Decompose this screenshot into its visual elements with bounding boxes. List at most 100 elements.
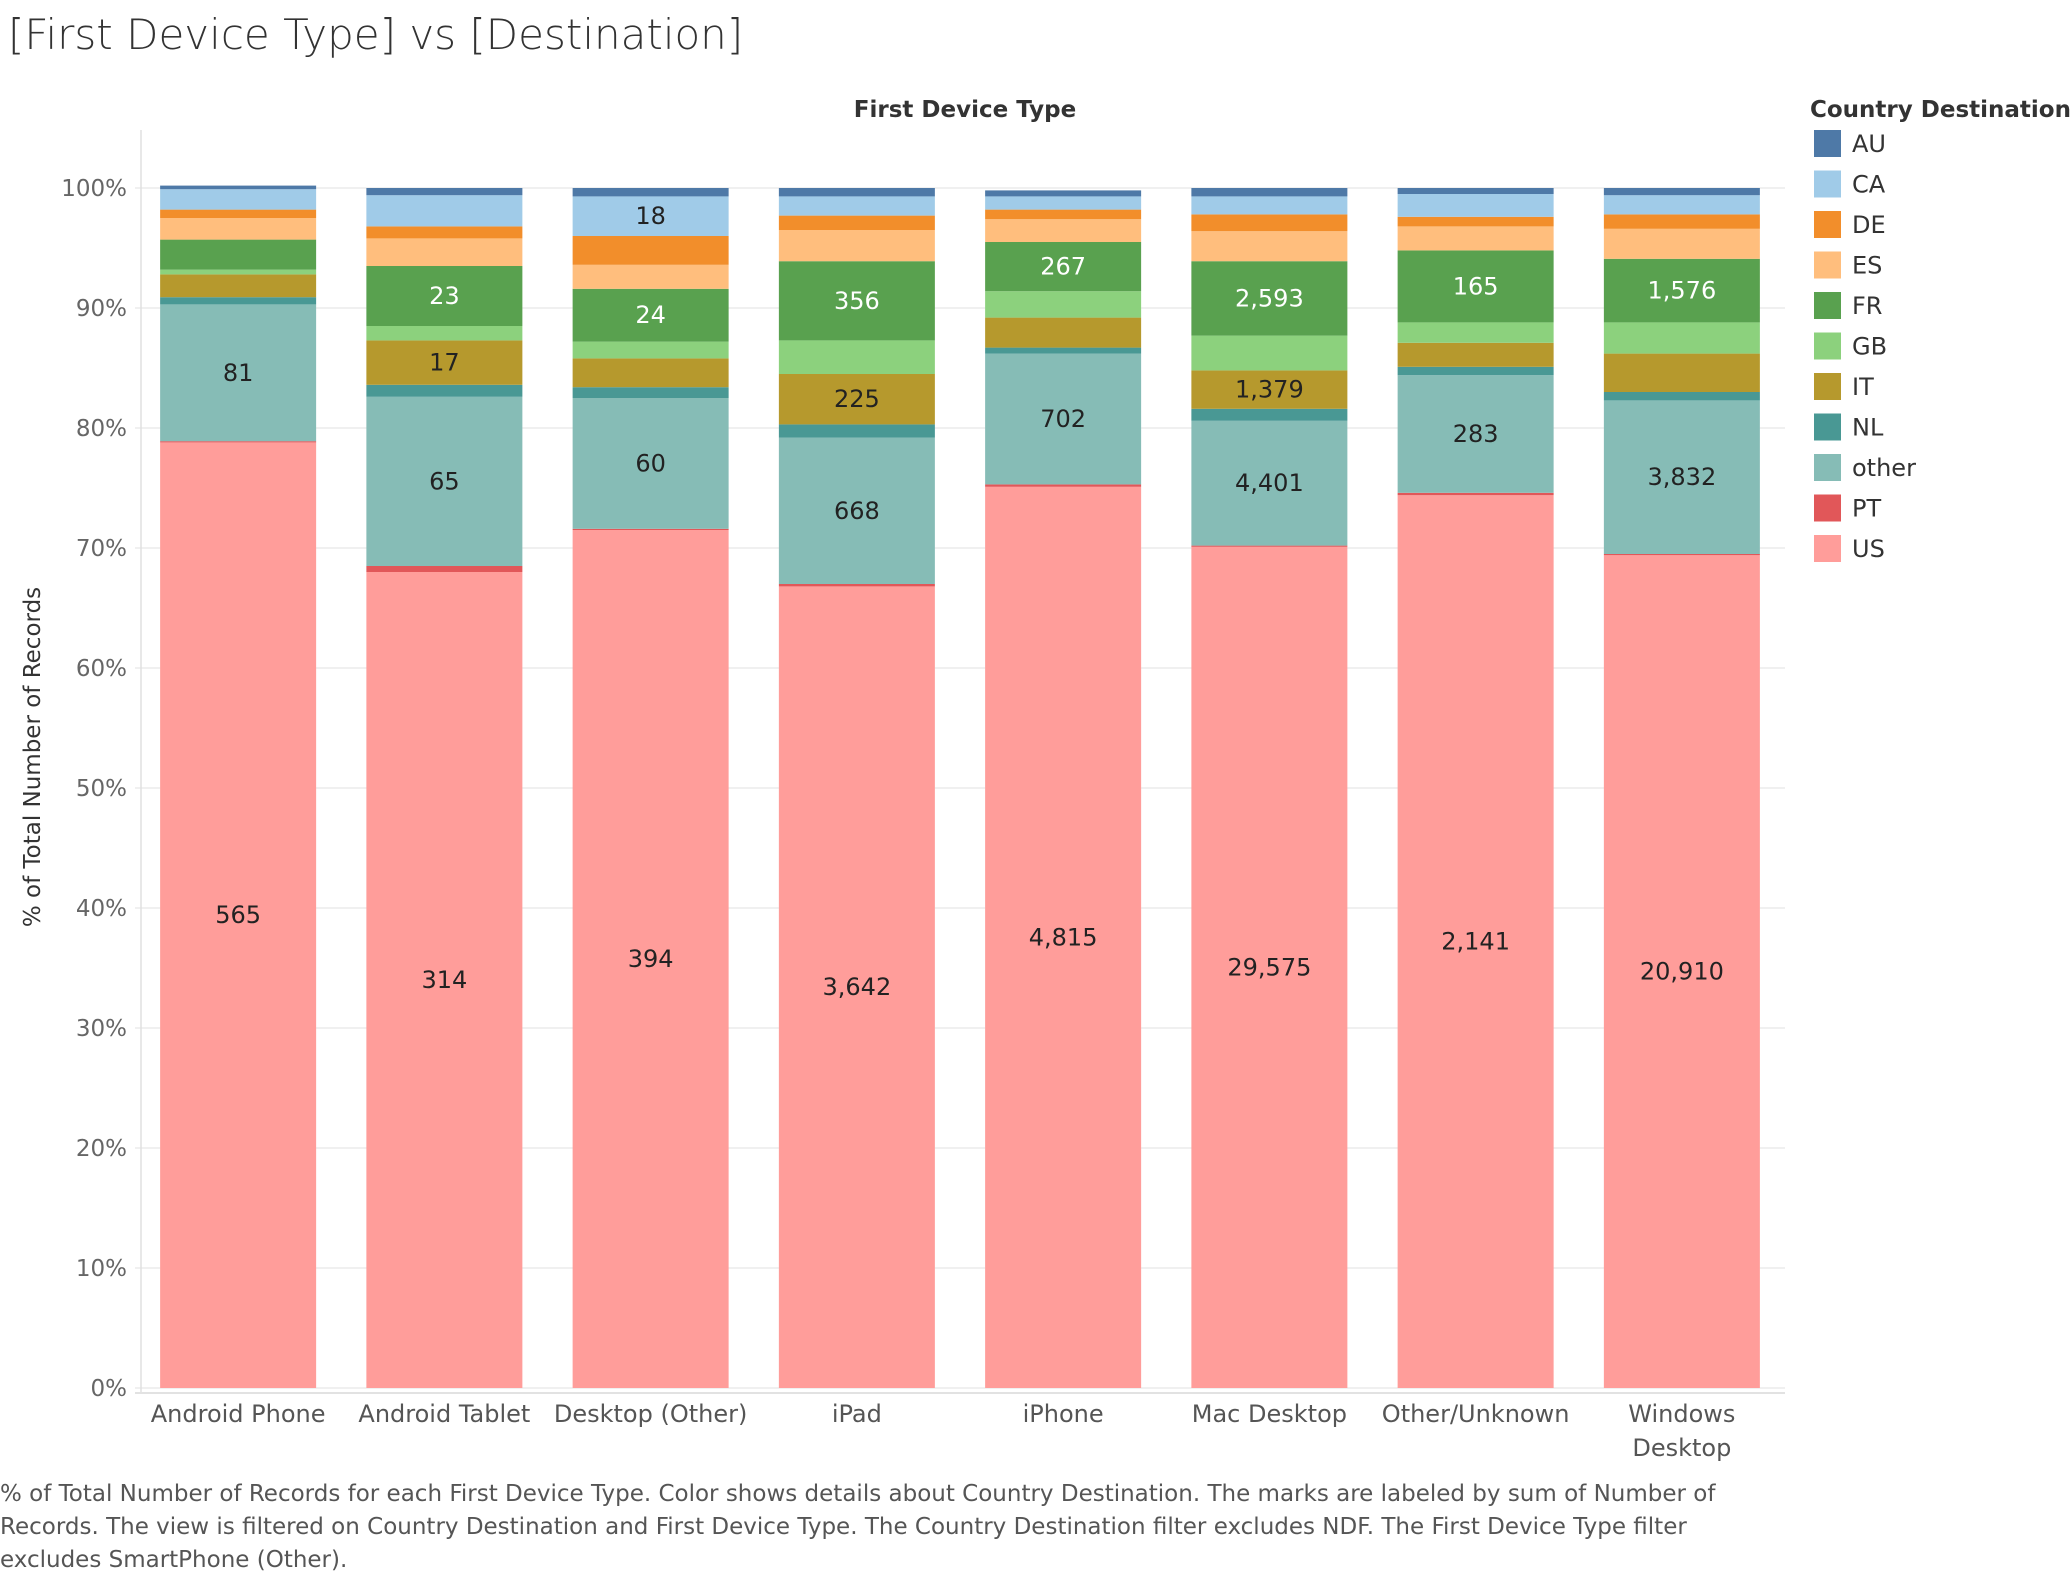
legend-swatch-us[interactable] [1814,535,1841,562]
legend-swatch-au[interactable] [1814,130,1841,157]
legend-label[interactable]: AU [1852,130,1886,158]
bar-segment-desktop-other-it[interactable] [572,358,729,388]
bar-segment-mac-desktop-other[interactable] [1191,420,1348,546]
bar-segment-desktop-other-pt[interactable] [572,528,729,530]
legend-label[interactable]: US [1852,535,1885,563]
bar-segment-ipad-fr[interactable] [778,261,935,341]
bar-segment-desktop-other-de[interactable] [572,236,729,265]
bar-segment-other-unknown-it[interactable] [1397,342,1554,367]
bar-segment-iphone-de[interactable] [985,209,1142,220]
bar-segment-android-tablet-de[interactable] [366,226,523,239]
legend-label[interactable]: other [1852,454,1916,482]
bar-segment-android-tablet-au[interactable] [366,188,523,196]
bar-segment-desktop-other-other[interactable] [572,398,729,529]
bar-segment-windows-desktop-fr[interactable] [1603,258,1760,323]
bar-segment-other-unknown-pt[interactable] [1397,492,1554,496]
bar-segment-mac-desktop-it[interactable] [1191,370,1348,409]
bar-segment-mac-desktop-us[interactable] [1191,546,1348,1388]
bar-segment-other-unknown-gb[interactable] [1397,322,1554,343]
legend-label[interactable]: IT [1852,373,1874,401]
legend-swatch-other[interactable] [1814,454,1841,481]
bar-segment-iphone-ca[interactable] [985,196,1142,210]
bar-segment-other-unknown-fr[interactable] [1397,250,1554,323]
legend-swatch-ca[interactable] [1814,170,1841,198]
bar-segment-android-tablet-other[interactable] [366,396,523,566]
bar-segment-ipad-gb[interactable] [778,340,935,374]
bar-segment-other-unknown-de[interactable] [1397,216,1554,227]
bar-segment-mac-desktop-pt[interactable] [1191,545,1348,547]
legend-swatch-nl[interactable] [1814,413,1841,441]
bar-segment-iphone-gb[interactable] [985,291,1142,318]
bar-segment-android-tablet-us[interactable] [366,572,523,1388]
bar-segment-ipad-other[interactable] [778,437,935,584]
bar-segment-windows-desktop-us[interactable] [1603,555,1760,1388]
bar-segment-mac-desktop-nl[interactable] [1191,408,1348,421]
bar-segment-windows-desktop-nl[interactable] [1603,392,1760,401]
bar-segment-other-unknown-nl[interactable] [1397,366,1554,376]
bar-segment-android-tablet-nl[interactable] [366,384,523,397]
legend-label[interactable]: NL [1852,414,1884,442]
bar-segment-desktop-other-ca[interactable] [572,196,729,236]
bar-segment-iphone-it[interactable] [985,317,1142,348]
bar-segment-android-phone-gb[interactable] [160,269,317,275]
bar-segment-windows-desktop-pt[interactable] [1603,554,1760,556]
bar-segment-windows-desktop-au[interactable] [1603,188,1760,196]
bar-segment-mac-desktop-fr[interactable] [1191,261,1348,336]
legend-label[interactable]: DE [1852,211,1886,239]
bar-segment-iphone-nl[interactable] [985,347,1142,354]
legend-label[interactable]: ES [1852,252,1882,280]
legend-swatch-de[interactable] [1814,211,1841,238]
bar-segment-android-tablet-gb[interactable] [366,326,523,341]
bar-segment-desktop-other-au[interactable] [572,188,729,197]
legend-swatch-es[interactable] [1814,251,1841,279]
bar-segment-mac-desktop-gb[interactable] [1191,335,1348,371]
bar-segment-iphone-pt[interactable] [985,484,1142,487]
bar-segment-iphone-es[interactable] [985,219,1142,242]
bar-segment-ipad-pt[interactable] [778,584,935,587]
bar-segment-mac-desktop-es[interactable] [1191,231,1348,262]
legend-swatch-gb[interactable] [1814,332,1841,360]
bar-segment-desktop-other-gb[interactable] [572,341,729,359]
bar-segment-iphone-fr[interactable] [985,242,1142,292]
bar-segment-windows-desktop-de[interactable] [1603,214,1760,229]
bar-segment-desktop-other-nl[interactable] [572,387,729,398]
bar-segment-android-phone-de[interactable] [160,209,317,218]
bar-segment-iphone-other[interactable] [985,353,1142,485]
bar-segment-windows-desktop-ca[interactable] [1603,195,1760,215]
bar-segment-windows-desktop-other[interactable] [1603,400,1760,554]
bar-segment-ipad-au[interactable] [778,188,935,197]
legend-label[interactable]: FR [1852,292,1882,320]
bar-segment-ipad-us[interactable] [778,586,935,1388]
bar-segment-ipad-nl[interactable] [778,424,935,438]
bar-segment-mac-desktop-de[interactable] [1191,214,1348,232]
bar-segment-android-phone-nl[interactable] [160,297,317,305]
bar-segment-other-unknown-au[interactable] [1397,188,1554,194]
bar-segment-android-phone-au[interactable] [160,185,317,190]
bar-segment-android-phone-other[interactable] [160,304,317,442]
bar-segment-android-tablet-es[interactable] [366,238,523,266]
bar-segment-desktop-other-fr[interactable] [572,288,729,342]
bar-segment-ipad-ca[interactable] [778,196,935,216]
bar-segment-android-phone-us[interactable] [160,442,317,1388]
bar-segment-ipad-es[interactable] [778,230,935,262]
bar-segment-iphone-au[interactable] [985,190,1142,197]
bar-segment-android-tablet-fr[interactable] [366,266,523,326]
bar-segment-ipad-de[interactable] [778,215,935,230]
legend-label[interactable]: GB [1852,333,1887,361]
bar-segment-ipad-it[interactable] [778,374,935,425]
bar-segment-desktop-other-es[interactable] [572,264,729,289]
bar-segment-mac-desktop-ca[interactable] [1191,196,1348,215]
bar-segment-iphone-us[interactable] [985,486,1142,1388]
bar-segment-other-unknown-other[interactable] [1397,375,1554,493]
legend-label[interactable]: CA [1852,171,1886,199]
bar-segment-other-unknown-us[interactable] [1397,495,1554,1388]
legend-swatch-pt[interactable] [1814,494,1841,522]
bar-segment-mac-desktop-au[interactable] [1191,188,1348,197]
bar-segment-other-unknown-es[interactable] [1397,226,1554,251]
bar-segment-android-tablet-pt[interactable] [366,566,523,572]
bar-segment-windows-desktop-es[interactable] [1603,228,1760,259]
bar-segment-windows-desktop-it[interactable] [1603,353,1760,392]
bar-segment-other-unknown-ca[interactable] [1397,194,1554,217]
legend-swatch-fr[interactable] [1814,292,1841,319]
bar-segment-android-phone-es[interactable] [160,218,317,240]
